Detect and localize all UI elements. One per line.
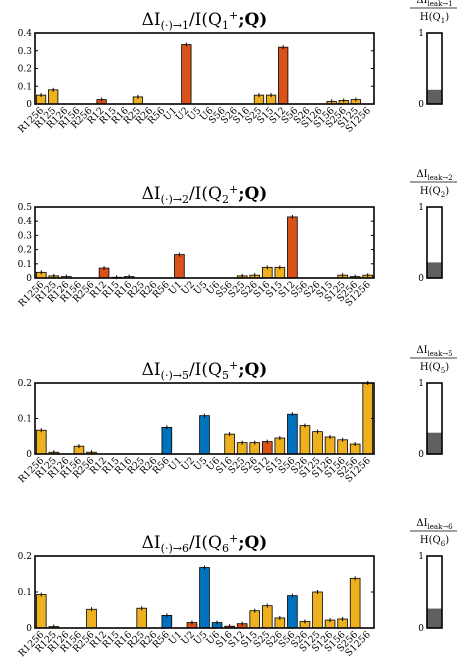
bar <box>261 605 273 629</box>
bar <box>287 595 298 629</box>
bar <box>312 591 323 629</box>
bar <box>287 413 298 455</box>
leak-fill <box>427 89 442 104</box>
y-tick-label: 0.1 <box>18 82 32 92</box>
bar <box>278 46 289 105</box>
y-tick-label: 0.4 <box>18 217 33 227</box>
leak-gauge-frame <box>426 32 443 105</box>
leak-tick-label: 0 <box>418 274 424 284</box>
y-tick-label: 0 <box>26 100 32 110</box>
panel-1: ΔI(·)→1/I(Q1+;Q)R1256R125R126R156R256R12… <box>16 0 457 135</box>
bar <box>174 254 185 279</box>
bar <box>299 425 311 455</box>
leak-gauge-frame <box>426 382 443 455</box>
leak-fill <box>427 262 442 278</box>
bar <box>349 577 361 629</box>
bar <box>324 436 336 455</box>
bar <box>48 89 59 105</box>
bar <box>287 216 298 279</box>
bar <box>337 439 348 455</box>
y-tick-label: 0.5 <box>18 203 33 213</box>
leak-fill <box>427 432 442 454</box>
y-tick-label: 0.3 <box>18 231 33 241</box>
bar <box>181 44 192 105</box>
chart-title: ΔI(·)→2/I(Q2+;Q) <box>142 183 268 206</box>
leak-denominator: H(Q2) <box>420 186 449 199</box>
leak-tick-label: 0 <box>418 624 424 634</box>
bar <box>199 415 210 455</box>
bar <box>86 608 97 629</box>
leak-numerator: ΔIleak→6 <box>416 518 453 531</box>
panel-4: ΔI(·)→6/I(Q6+;Q)R1256R125R126R156R256R12… <box>16 518 457 659</box>
bar <box>274 437 286 455</box>
y-tick-label: 0.2 <box>18 246 32 256</box>
leak-tick-label: 0 <box>418 450 424 460</box>
leak-gauge-frame <box>426 206 443 279</box>
chart-title: ΔI(·)→1/I(Q1+;Q) <box>142 9 268 32</box>
panel-3: ΔI(·)→5/I(Q5+;Q)R1256R125R126R156R256R12… <box>16 345 457 485</box>
chart-title: ΔI(·)→6/I(Q6+;Q) <box>142 532 268 555</box>
bar <box>312 431 323 455</box>
leak-numerator: ΔIleak→2 <box>416 169 452 182</box>
leak-tick-label: 1 <box>418 552 424 562</box>
y-tick-label: 0.2 <box>18 65 32 75</box>
y-tick-label: 0.2 <box>18 552 32 562</box>
leak-tick-label: 1 <box>418 379 424 389</box>
leak-fill <box>427 608 442 628</box>
y-tick-label: 0 <box>26 274 32 284</box>
y-tick-label: 0.2 <box>18 379 32 389</box>
leak-tick-label: 0 <box>418 100 424 110</box>
y-tick-label: 0.1 <box>18 415 32 425</box>
leak-denominator: H(Q1) <box>420 12 449 25</box>
panel-2: ΔI(·)→2/I(Q2+;Q)R1256R125R126R156R256R12… <box>16 169 457 309</box>
y-tick-label: 0.1 <box>18 260 32 270</box>
bar <box>35 594 47 629</box>
leak-gauge-frame <box>426 555 443 629</box>
leak-tick-label: 1 <box>418 29 424 39</box>
bar <box>199 567 210 629</box>
leak-tick-label: 1 <box>418 203 424 213</box>
bar <box>249 610 261 629</box>
plot-frame <box>34 32 375 105</box>
bar <box>35 429 47 455</box>
plot-frame <box>34 206 375 279</box>
leak-numerator: ΔIleak→1 <box>416 0 452 8</box>
chart-title: ΔI(·)→5/I(Q5+;Q) <box>142 359 268 382</box>
y-tick-label: 0 <box>26 450 32 460</box>
leak-denominator: H(Q5) <box>420 362 449 375</box>
leak-denominator: H(Q6) <box>420 535 449 548</box>
leak-numerator: ΔIleak→5 <box>416 345 452 358</box>
bar <box>161 426 173 455</box>
y-tick-label: 0.3 <box>18 47 33 57</box>
bar <box>224 433 235 455</box>
y-tick-label: 0 <box>26 624 32 634</box>
bar <box>136 607 148 629</box>
y-tick-label: 0.4 <box>18 29 33 39</box>
y-tick-label: 0.1 <box>18 588 32 598</box>
